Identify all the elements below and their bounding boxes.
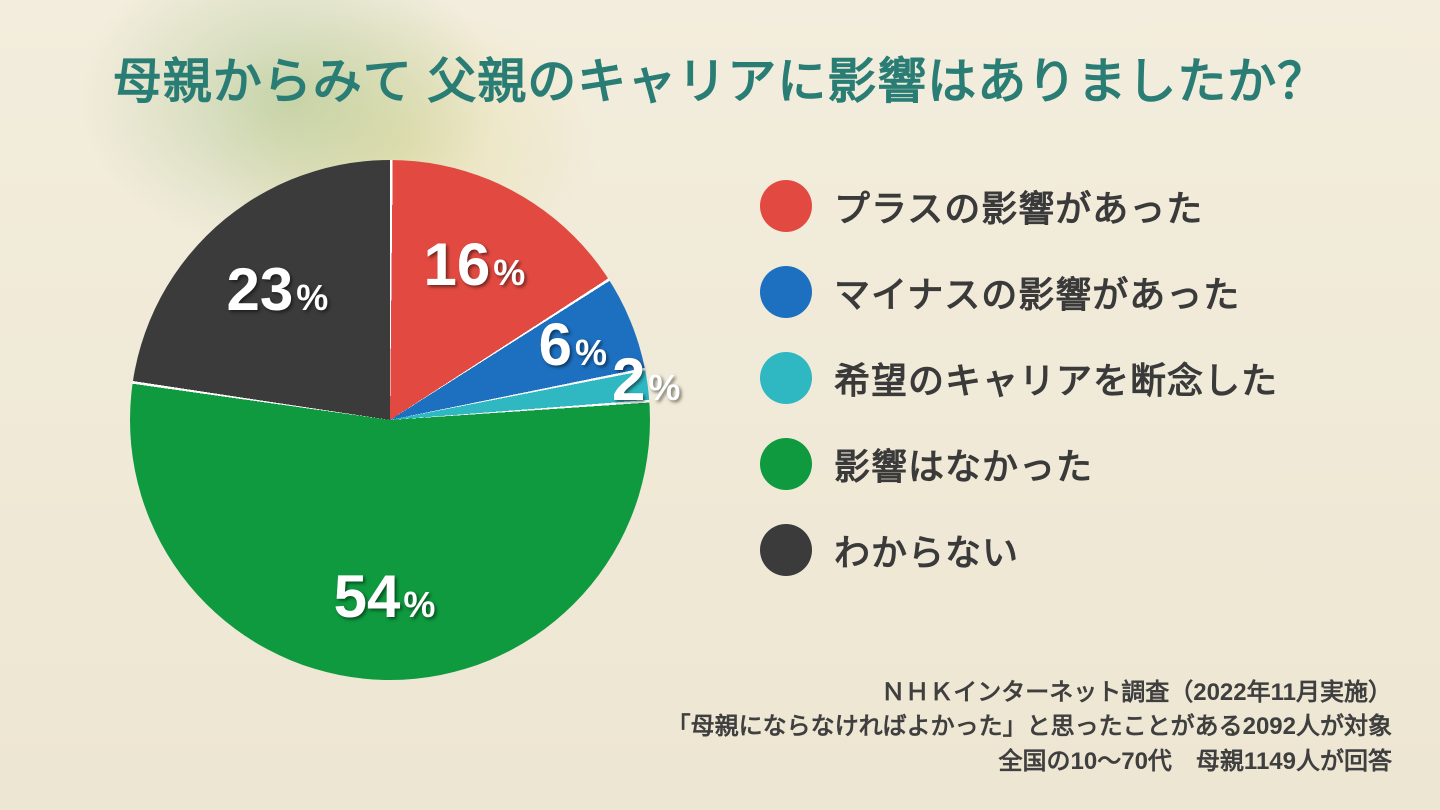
pie-slice-label: 6% <box>539 315 607 375</box>
page-title: 母親からみて 父親のキャリアに影響はありましたか？ <box>0 42 1440 113</box>
legend-swatch <box>760 180 812 232</box>
legend-label: プラスの影響があった <box>834 180 1203 232</box>
legend: プラスの影響があったマイナスの影響があった希望のキャリアを断念した影響はなかった… <box>760 180 1278 576</box>
legend-label: 希望のキャリアを断念した <box>834 352 1278 404</box>
legend-label: 影響はなかった <box>834 438 1093 490</box>
legend-label: マイナスの影響があった <box>834 266 1240 318</box>
legend-item: マイナスの影響があった <box>760 266 1278 318</box>
legend-item: プラスの影響があった <box>760 180 1278 232</box>
source-note: ＮＨＫインターネット調査（2022年11月実施） 「母親にならなければよかった」… <box>667 676 1392 780</box>
legend-item: 希望のキャリアを断念した <box>760 352 1278 404</box>
source-line: 全国の10～70代 母親1149人が回答 <box>667 745 1392 780</box>
legend-label: わからない <box>834 524 1019 576</box>
legend-swatch <box>760 266 812 318</box>
pie-slice-label: 2% <box>612 350 680 410</box>
legend-swatch <box>760 438 812 490</box>
pie-slice-label: 16% <box>424 235 526 295</box>
pie-slice-label: 23% <box>227 260 329 320</box>
legend-item: 影響はなかった <box>760 438 1278 490</box>
source-line: 「母親にならなければよかった」と思ったことがある2092人が対象 <box>667 710 1392 745</box>
source-line: ＮＨＫインターネット調査（2022年11月実施） <box>667 676 1392 711</box>
legend-swatch <box>760 524 812 576</box>
legend-item: わからない <box>760 524 1278 576</box>
pie-slice-label: 54% <box>334 567 436 627</box>
legend-swatch <box>760 352 812 404</box>
